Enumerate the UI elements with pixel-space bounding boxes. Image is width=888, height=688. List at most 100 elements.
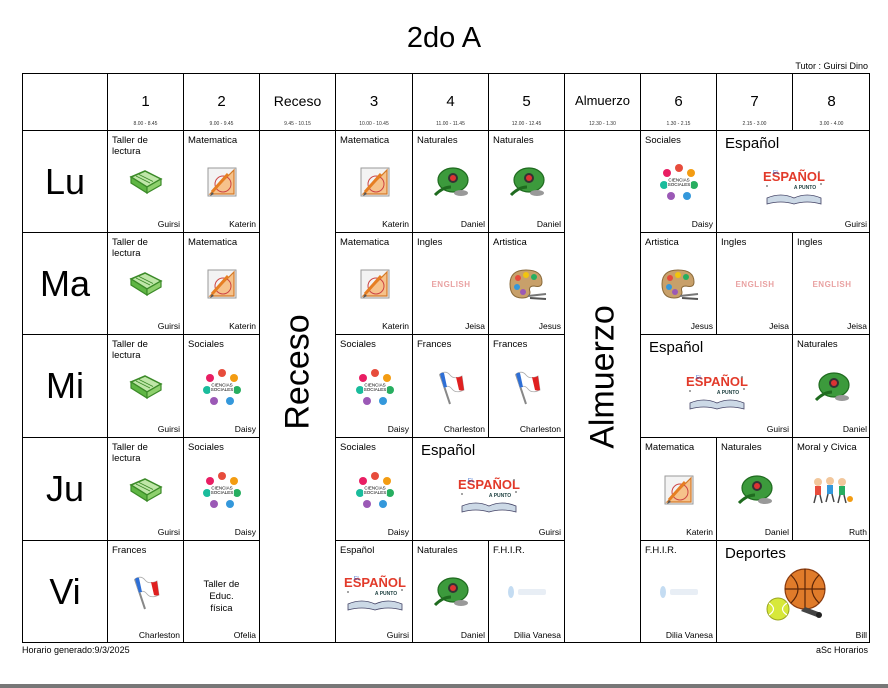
spanish-book-icon: ESPAÑOL A PUNTO EL — [342, 570, 408, 619]
lesson-cell[interactable]: Naturales Daniel — [413, 131, 489, 233]
subject-label: Matematica — [188, 237, 238, 248]
lesson-cell[interactable]: Taller de lectura Guirsi — [108, 335, 184, 438]
subject-label: Matematica — [340, 237, 390, 248]
column-header-p7: 7 2.15 - 3.00 — [717, 74, 793, 131]
column-header-p3: 3 10.00 - 10.45 — [336, 74, 413, 131]
period-time: 1.30 - 2.15 — [666, 121, 691, 127]
bottom-scrollbar — [0, 684, 888, 688]
geometry-icon — [357, 164, 393, 205]
lesson-cell[interactable]: Deportes Bill — [717, 541, 870, 643]
period-label: 8 — [827, 93, 836, 110]
teacher-label: Guirsi — [538, 527, 561, 537]
column-header-p6: 6 1.30 - 2.15 — [641, 74, 717, 131]
lesson-cell[interactable]: Matematica Katerin — [336, 131, 413, 233]
teacher-label: Ruth — [849, 527, 867, 537]
lesson-cell[interactable]: Español Guirsi ESPAÑOL A PUNTO EL — [641, 335, 793, 438]
lesson-cell[interactable]: F.H.I.R. Dilia Vanesa — [489, 541, 565, 643]
social-icon: CIENCIAS SOCIALES — [356, 368, 394, 411]
subject-label: Naturales — [417, 135, 458, 146]
spanish-book-icon: ESPAÑOL A PUNTO EL — [684, 369, 750, 418]
sports-balls-icon — [761, 565, 827, 632]
lesson-cell[interactable]: Naturales Daniel — [717, 438, 793, 541]
lesson-cell[interactable]: Matematica Katerin — [184, 233, 260, 335]
lesson-cell[interactable]: Sociales Daisy CIENCIAS SOCIALES — [336, 335, 413, 438]
teacher-label: Guirsi — [386, 630, 409, 640]
subject-label: F.H.I.R. — [645, 545, 677, 556]
lesson-cell[interactable]: Sociales Daisy CIENCIAS SOCIALES — [184, 438, 260, 541]
lesson-cell[interactable]: Español Guirsi ESPAÑOL A PUNTO EL — [336, 541, 413, 643]
teacher-label: Jeisa — [769, 321, 789, 331]
geometry-icon — [204, 164, 240, 205]
teacher-label: Guirsi — [157, 424, 180, 434]
lesson-cell[interactable]: Frances Charleston — [108, 541, 184, 643]
teacher-label: Charleston — [138, 630, 180, 640]
tutor-label: Tutor : Guirsi Dino — [795, 61, 868, 71]
column-header-p1: 1 8.00 - 8.45 — [108, 74, 184, 131]
lesson-cell[interactable]: Sociales Daisy CIENCIAS SOCIALES — [641, 131, 717, 233]
subject-label: Matematica — [645, 442, 695, 453]
period-label: 5 — [522, 93, 531, 110]
svg-text:ESPAÑOL: ESPAÑOL — [686, 374, 748, 389]
teacher-label: Guirsi — [766, 424, 789, 434]
lesson-cell[interactable]: Matematica Katerin — [184, 131, 260, 233]
lesson-cell[interactable]: Matematica Katerin — [336, 233, 413, 335]
lesson-cell[interactable]: Frances Charleston — [413, 335, 489, 438]
lesson-cell[interactable]: Sociales Daisy CIENCIAS SOCIALES — [184, 335, 260, 438]
subject-label: Sociales — [188, 442, 224, 453]
day-label-vi: Vi — [23, 541, 108, 643]
svg-text:CIENCIAS: CIENCIAS — [211, 486, 232, 491]
lesson-cell[interactable]: Taller de lectura Guirsi — [108, 438, 184, 541]
subject-label: Ingles — [417, 237, 443, 248]
teacher-label: Daisy — [691, 219, 713, 229]
teacher-label: Jesus — [690, 321, 713, 331]
day-label-mi: Mi — [23, 335, 108, 438]
lesson-cell[interactable]: Taller de lectura Guirsi — [108, 233, 184, 335]
lesson-cell[interactable]: Ingles Jeisa ENGLISH — [717, 233, 793, 335]
svg-text:CIENCIAS: CIENCIAS — [364, 486, 385, 491]
subject-label: Español — [421, 442, 476, 459]
faded-logo-icon — [504, 584, 550, 605]
teacher-label: Dilia Vanesa — [665, 630, 713, 640]
book-icon — [128, 167, 164, 202]
lesson-cell[interactable]: Frances Charleston — [489, 335, 565, 438]
svg-text:CIENCIAS: CIENCIAS — [211, 383, 232, 388]
teacher-label: Katerin — [229, 321, 256, 331]
teacher-label: Daisy — [234, 527, 256, 537]
teacher-label: Katerin — [382, 219, 409, 229]
lesson-cell[interactable]: Naturales Daniel — [413, 541, 489, 643]
lesson-cell[interactable]: Artistica Jesus — [489, 233, 565, 335]
teacher-label: Ofelia — [233, 630, 256, 640]
svg-text:ENGLISH: ENGLISH — [812, 280, 851, 289]
teacher-label: Guirsi — [157, 321, 180, 331]
nature-icon — [431, 575, 471, 614]
lesson-cell[interactable]: Naturales Daniel — [489, 131, 565, 233]
geometry-icon — [661, 472, 697, 513]
lesson-cell[interactable]: Taller de Educ. física Ofelia — [184, 541, 260, 643]
lesson-cell[interactable]: Ingles Jeisa ENGLISH — [413, 233, 489, 335]
nature-icon — [431, 165, 471, 204]
svg-text:CIENCIAS: CIENCIAS — [668, 178, 689, 183]
lesson-cell[interactable]: Sociales Daisy CIENCIAS SOCIALES — [336, 438, 413, 541]
palette-icon — [506, 266, 548, 307]
software-credit: aSc Horarios — [815, 645, 868, 655]
lesson-cell[interactable]: Ingles Jeisa ENGLISH — [793, 233, 870, 335]
svg-text:ESPAÑOL: ESPAÑOL — [763, 169, 825, 184]
kids-icon — [810, 475, 854, 510]
period-time: 9.00 - 9.45 — [209, 121, 234, 127]
subject-label: Español — [340, 545, 375, 556]
geometry-icon — [204, 266, 240, 307]
period-time: 11.00 - 11.45 — [436, 121, 465, 127]
lesson-cell[interactable]: F.H.I.R. Dilia Vanesa — [641, 541, 717, 643]
svg-text:SOCIALES: SOCIALES — [364, 490, 387, 495]
lesson-cell[interactable]: Taller de lectura Guirsi — [108, 131, 184, 233]
lesson-cell[interactable]: Artistica Jesus — [641, 233, 717, 335]
lesson-cell[interactable]: Matematica Katerin — [641, 438, 717, 541]
lesson-cell[interactable]: Español Guirsi ESPAÑOL A PUNTO EL — [413, 438, 565, 541]
teacher-label: Dilia Vanesa — [513, 630, 561, 640]
subject-label: Sociales — [340, 442, 376, 453]
lesson-cell[interactable]: Naturales Daniel — [793, 335, 870, 438]
svg-text:SOCIALES: SOCIALES — [211, 387, 234, 392]
period-label: 7 — [750, 93, 759, 110]
lesson-cell[interactable]: Moral y Civica Ruth — [793, 438, 870, 541]
lesson-cell[interactable]: Español Guirsi ESPAÑOL A PUNTO EL — [717, 131, 870, 233]
